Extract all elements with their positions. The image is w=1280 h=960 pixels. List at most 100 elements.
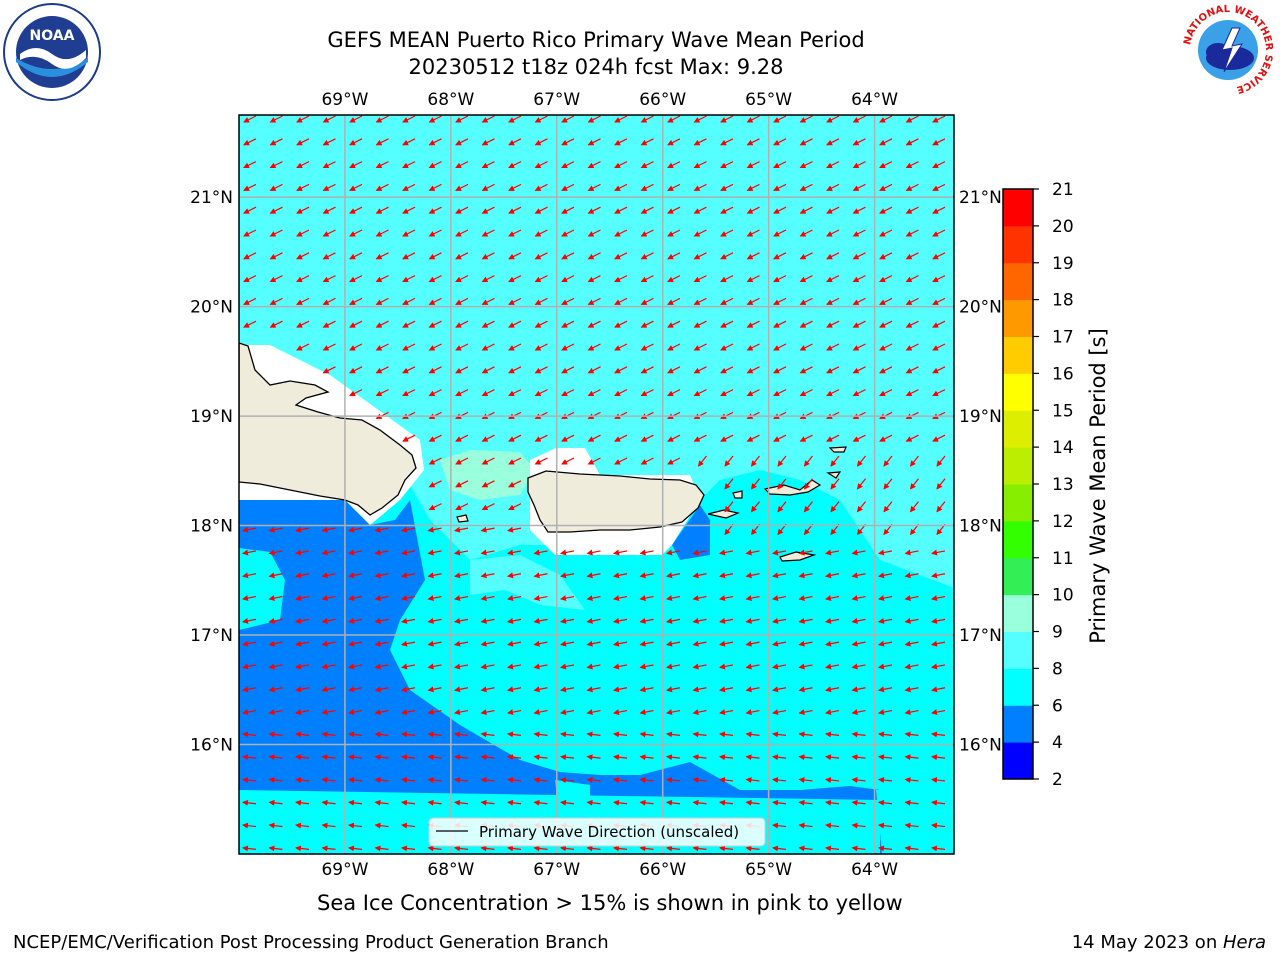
wave-direction-arrow	[904, 754, 919, 761]
wave-direction-arrow	[243, 115, 257, 123]
footer-date-text: 14 May 2023 on	[1071, 932, 1223, 953]
wave-direction-arrow	[480, 526, 495, 533]
lat-label-left: 19°N	[190, 407, 233, 427]
wave-direction-arrow	[454, 549, 469, 556]
wave-direction-arrow	[693, 161, 707, 169]
wave-direction-arrow	[402, 161, 416, 169]
wave-direction-arrow	[724, 478, 734, 490]
wave-direction-arrow	[402, 229, 416, 237]
wave-direction-arrow	[533, 845, 548, 852]
wave-direction-arrow	[322, 275, 336, 283]
wave-direction-arrow	[586, 640, 601, 647]
wave-direction-arrow	[375, 389, 389, 397]
wave-direction-arrow	[455, 183, 469, 191]
wave-direction-arrow	[826, 297, 840, 305]
wave-direction-arrow	[614, 366, 628, 374]
wave-direction-arrow	[269, 275, 283, 283]
sea-ice-note: Sea Ice Concentration > 15% is shown in …	[317, 891, 903, 915]
wave-direction-arrow	[508, 297, 522, 305]
wave-direction-arrow	[640, 229, 654, 237]
wave-direction-arrow	[852, 115, 866, 123]
wave-direction-arrow	[878, 754, 893, 761]
wave-direction-arrow	[798, 572, 813, 579]
wave-direction-arrow	[374, 754, 389, 761]
wave-direction-arrow	[666, 640, 681, 647]
wave-direction-arrow	[905, 434, 919, 442]
wave-direction-arrow	[295, 663, 310, 670]
wave-direction-arrow	[481, 457, 495, 465]
wave-direction-arrow	[693, 366, 707, 374]
wave-direction-arrow	[428, 366, 442, 374]
wave-direction-arrow	[402, 206, 416, 214]
wave-direction-arrow	[878, 799, 893, 806]
wave-direction-arrow	[878, 663, 893, 670]
wave-direction-arrow	[613, 549, 628, 556]
wave-direction-arrow	[322, 252, 336, 260]
wave-direction-arrow	[667, 389, 681, 397]
wave-direction-arrow	[428, 457, 442, 465]
wave-direction-arrow	[852, 320, 866, 328]
wave-direction-arrow	[639, 617, 654, 624]
wave-direction-arrow	[745, 663, 760, 670]
wave-direction-arrow	[852, 366, 866, 374]
wave-direction-arrow	[269, 138, 283, 146]
wave-direction-arrow	[905, 320, 919, 328]
wave-direction-arrow	[693, 115, 707, 123]
wave-direction-arrow	[481, 343, 495, 351]
wave-direction-arrow	[321, 686, 336, 693]
wave-direction-arrow	[348, 845, 363, 852]
wave-direction-arrow	[322, 115, 336, 123]
wave-direction-arrow	[427, 526, 442, 533]
wave-direction-arrow	[851, 709, 866, 716]
wave-direction-arrow	[560, 709, 575, 716]
wave-direction-arrow	[932, 389, 946, 397]
wave-direction-arrow	[667, 434, 681, 442]
wave-direction-arrow	[348, 663, 363, 670]
wave-direction-arrow	[454, 686, 469, 693]
wave-direction-arrow	[667, 183, 681, 191]
wave-period-band-6-8-east	[876, 790, 954, 854]
wave-direction-arrow	[692, 640, 707, 647]
wave-direction-arrow	[772, 709, 787, 716]
wave-direction-arrow	[428, 320, 442, 328]
wave-direction-arrow	[879, 343, 893, 351]
lat-label-left: 16°N	[190, 736, 233, 756]
wave-direction-arrow	[533, 663, 548, 670]
wave-direction-arrow	[321, 663, 336, 670]
wave-direction-arrow	[904, 777, 919, 784]
wave-direction-arrow	[508, 366, 522, 374]
wave-direction-arrow	[534, 434, 548, 442]
wave-direction-arrow	[798, 640, 813, 647]
wave-direction-arrow	[851, 822, 866, 829]
wave-direction-arrow	[586, 663, 601, 670]
wave-direction-arrow	[348, 822, 363, 829]
wave-direction-arrow	[455, 229, 469, 237]
wave-direction-arrow	[720, 275, 734, 283]
wave-direction-arrow	[746, 252, 760, 260]
wave-direction-arrow	[693, 343, 707, 351]
lat-label-right: 16°N	[959, 736, 1002, 756]
wave-direction-arrow	[401, 526, 416, 533]
land-virgin-islands	[763, 479, 822, 496]
wave-direction-arrow	[614, 297, 628, 305]
wave-direction-arrow	[851, 799, 866, 806]
wave-direction-arrow	[375, 161, 389, 169]
wave-period-band-6-8-west	[239, 548, 285, 630]
colorbar-tick-label: 8	[1052, 659, 1063, 679]
wave-direction-arrow	[375, 320, 389, 328]
wave-direction-arrow	[374, 709, 389, 716]
wave-direction-arrow	[454, 845, 469, 852]
wave-direction-arrow	[481, 183, 495, 191]
wave-direction-arrow	[481, 206, 495, 214]
wave-direction-arrow	[296, 320, 310, 328]
wave-direction-arrow	[401, 617, 416, 624]
wave-direction-arrow	[587, 115, 601, 123]
wave-direction-arrow	[883, 501, 893, 513]
wave-direction-arrow	[905, 252, 919, 260]
wave-direction-arrow	[798, 549, 813, 556]
wave-direction-arrow	[508, 138, 522, 146]
wave-direction-arrow	[613, 709, 628, 716]
wave-direction-arrow	[455, 480, 469, 488]
wave-direction-arrow	[932, 138, 946, 146]
wave-direction-arrow	[932, 206, 946, 214]
